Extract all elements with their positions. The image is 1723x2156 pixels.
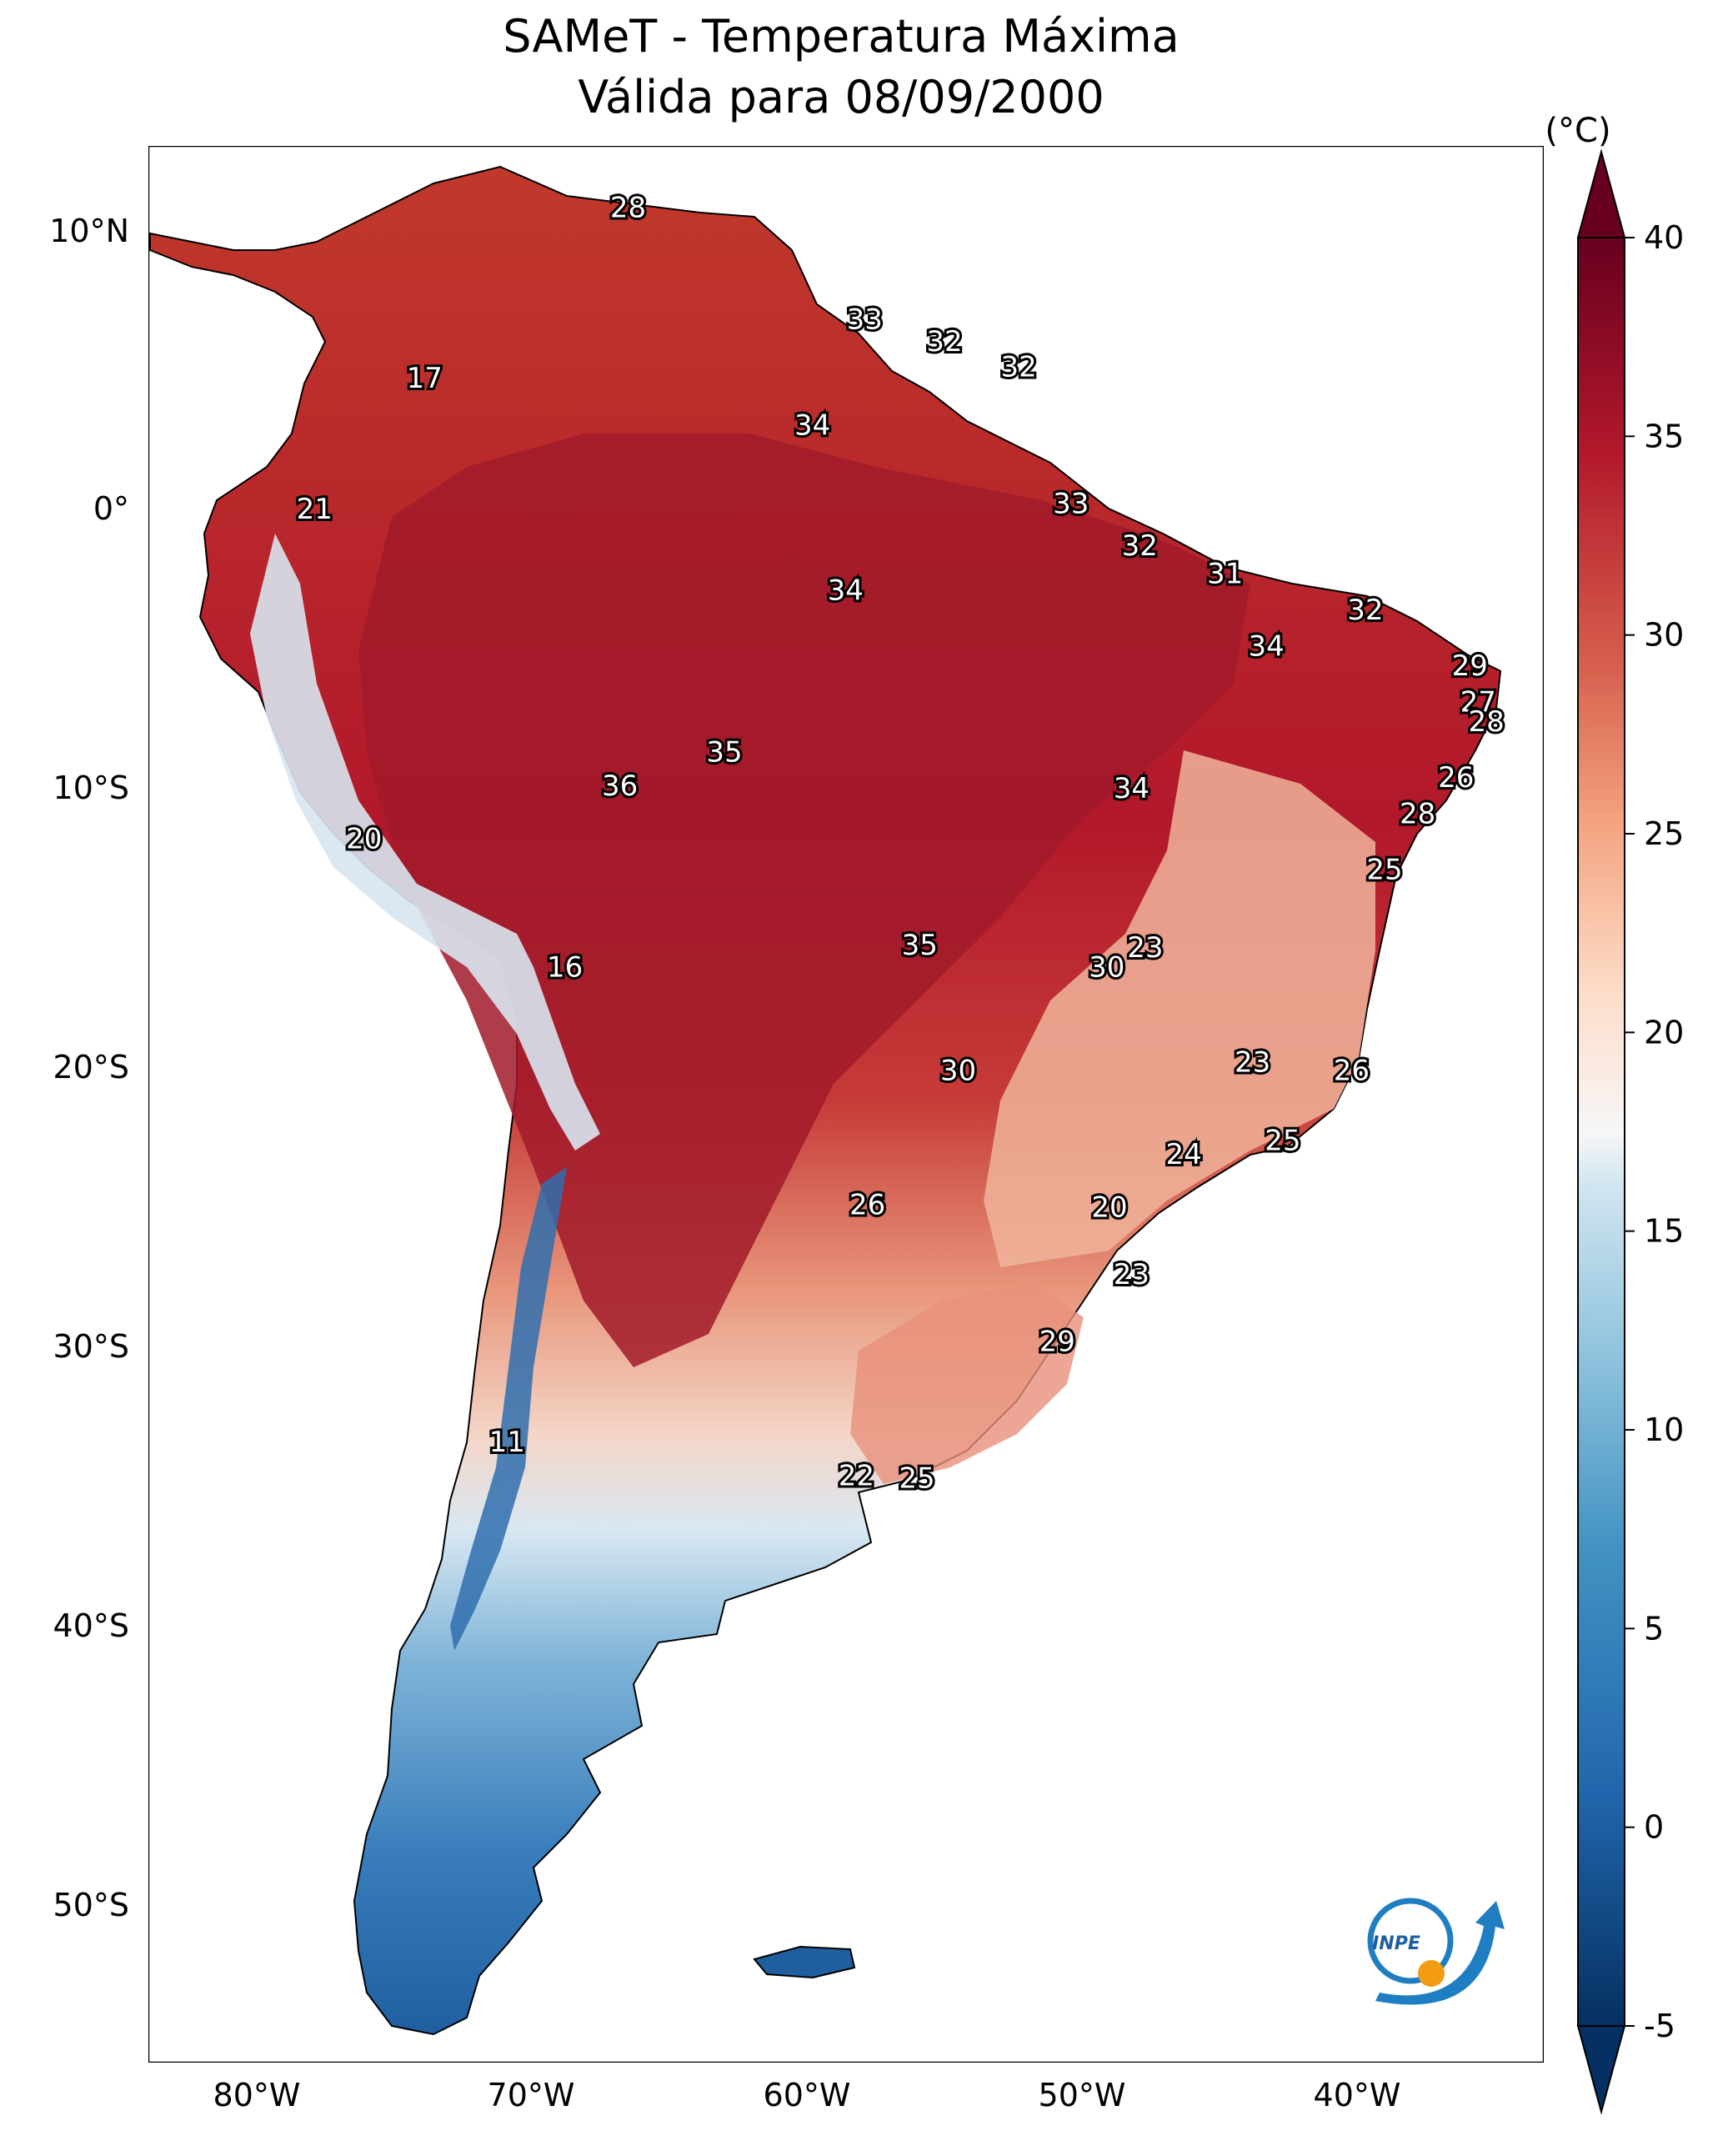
temperature-label: 33 [1053,488,1089,521]
temperature-label: 30 [940,1055,976,1088]
temperature-label: 21 [297,493,333,526]
temperature-label: 26 [1334,1055,1370,1088]
pampas-region [850,1284,1084,1484]
temperature-label: 28 [1468,705,1504,739]
temperature-label: 29 [1039,1326,1075,1359]
temperature-label: 26 [849,1188,885,1221]
colorbar-tick-label: 20 [1644,1014,1684,1050]
colorbar-tick-label: 10 [1644,1411,1684,1448]
colorbar-tick-label: -5 [1644,2008,1675,2044]
lon-label: 50°W [1039,2077,1126,2113]
temperature-label: 20 [1091,1191,1127,1225]
colorbar-bottom-extend [1576,2025,1626,2115]
temperature-label: 27 [1460,685,1496,719]
temperature-label: 23 [1127,931,1163,965]
colorbar: (°C) 40 35 30 25 20 15 10 5 0 -5 [1545,112,1684,2115]
temperature-label: 26 [1438,761,1474,795]
colorbar-tick-label: 5 [1644,1610,1664,1647]
lon-label: 80°W [213,2077,301,2113]
temperature-label: 23 [1114,1258,1150,1291]
temperature-label: 32 [1347,594,1383,627]
colorbar-top-extend [1576,148,1626,238]
temperature-label: 33 [847,303,883,336]
colorbar-unit: (°C) [1545,112,1610,150]
chart-subtitle: Válida para 08/09/2000 [578,71,1104,123]
temperature-label: 36 [602,770,638,803]
map-area [148,146,1544,2063]
chart-title: SAMeT - Temperatura Máxima [503,10,1179,63]
inpe-logo: INPE [1367,1898,1505,2005]
temperature-label: 25 [899,1462,934,1496]
lat-label: 10°S [53,770,129,806]
logo-sun [1418,1960,1445,1987]
colorbar-tick-label: 0 [1644,1809,1664,1846]
logo-text: INPE [1372,1933,1420,1954]
temperature-label: 32 [1000,350,1036,384]
temperature-label: 29 [1452,649,1488,683]
colorbar-tick-label: 15 [1644,1213,1684,1250]
colorbar-gradient [1577,237,1625,2027]
colorbar-ticks: 40 35 30 25 20 15 10 5 0 -5 [1625,219,1684,2044]
logo-ring [1367,1898,1454,1984]
temperature-label: 25 [1265,1124,1300,1157]
logo-arrow [1375,1901,1505,2005]
colorbar-tick-label: 40 [1644,219,1684,256]
temperature-label: 28 [610,191,646,224]
temperature-label: 11 [489,1426,525,1459]
lat-label: 10°N [49,213,129,249]
colorbar-tick-label: 30 [1644,617,1684,654]
temperature-label: 34 [828,574,864,607]
southeast-mild-region [984,750,1375,1267]
temperature-label: 20 [346,823,382,856]
temperature-label: 23 [1235,1046,1270,1080]
lon-label: 70°W [488,2077,575,2113]
temperature-label: 22 [839,1459,874,1492]
lon-label: 40°W [1314,2077,1401,2113]
falkland-islands [753,1945,856,1979]
colorbar-tick-label: 35 [1644,418,1684,454]
lat-axis-labels: 10°N 0° 10°S 20°S 30°S 40°S 50°S [49,213,129,1923]
temperature-label: 17 [407,362,443,395]
temperature-label: 32 [1122,529,1158,563]
temperature-label: 24 [1165,1138,1201,1171]
andes-cool-strip [250,534,600,1151]
temperature-label: 31 [1207,557,1243,590]
temperature-label: 34 [1248,629,1284,663]
lat-label: 0° [93,490,129,527]
temperature-label: 32 [926,325,962,358]
temperature-label: 34 [1114,772,1150,805]
lon-label: 60°W [764,2077,851,2113]
temperature-label: 35 [706,736,742,770]
lat-label: 50°S [53,1887,129,1923]
temperature-label: 28 [1400,797,1435,830]
colorbar-tick-label: 25 [1644,815,1684,852]
temperature-label: 16 [547,951,583,985]
temperature-label: 35 [902,929,938,962]
temperature-label: 25 [1366,853,1402,886]
chile-cold-strip [450,1167,567,1651]
lat-label: 30°S [53,1328,129,1365]
lat-label: 40°S [53,1607,129,1644]
lon-axis-labels: 80°W 70°W 60°W 50°W 40°W [213,2077,1401,2113]
lat-label: 20°S [53,1049,129,1086]
temperature-label: 34 [794,409,830,443]
temperature-label: 30 [1089,951,1124,985]
